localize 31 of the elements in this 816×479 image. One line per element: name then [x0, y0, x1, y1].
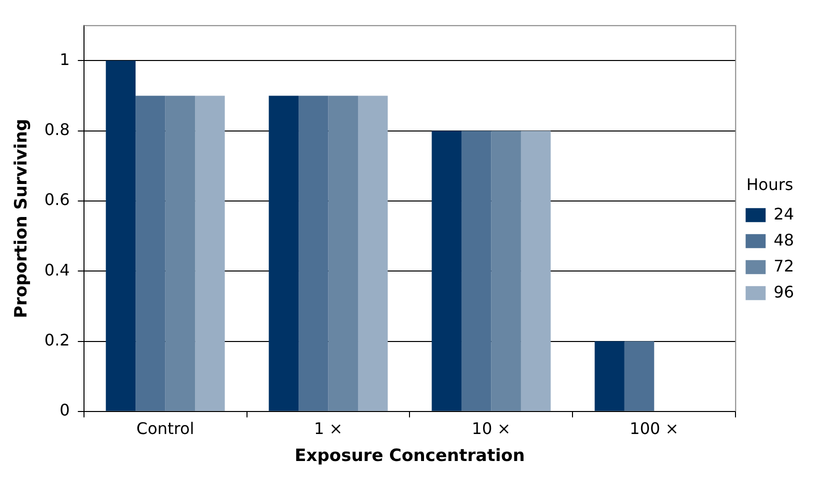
legend-title: Hours — [746, 175, 794, 194]
y-axis-title: Proportion Surviving — [12, 118, 32, 318]
bar — [520, 130, 551, 411]
bar — [268, 96, 299, 411]
bar — [106, 60, 136, 411]
bar — [165, 96, 196, 411]
bar — [491, 130, 521, 411]
legend-label: 72 — [774, 256, 794, 276]
bar — [461, 130, 492, 411]
y-tick-label: 0.2 — [44, 330, 70, 350]
y-tick-label: 0 — [60, 400, 70, 420]
x-tick-label: Control — [136, 419, 194, 438]
bar — [136, 96, 166, 411]
y-tick-label: 0.8 — [44, 120, 70, 139]
bar — [358, 96, 388, 411]
x-tick-label: 1 × — [314, 419, 343, 438]
x-tick-label: 100 × — [630, 419, 679, 438]
x-axis-title: Exposure Concentration — [294, 446, 525, 466]
bar — [328, 96, 358, 411]
legend-label: 96 — [774, 282, 794, 302]
x-tick-label: 10 × — [472, 419, 511, 438]
y-tick-label: 0.4 — [44, 260, 70, 280]
bar — [432, 130, 462, 411]
legend-label: 48 — [774, 230, 794, 250]
bar — [624, 341, 654, 411]
bar — [298, 96, 328, 411]
bar — [195, 96, 225, 411]
y-tick-label: 0.6 — [44, 190, 70, 210]
y-tick-label: 1 — [60, 50, 70, 69]
bar — [594, 341, 624, 411]
legend-label: 24 — [774, 204, 794, 224]
